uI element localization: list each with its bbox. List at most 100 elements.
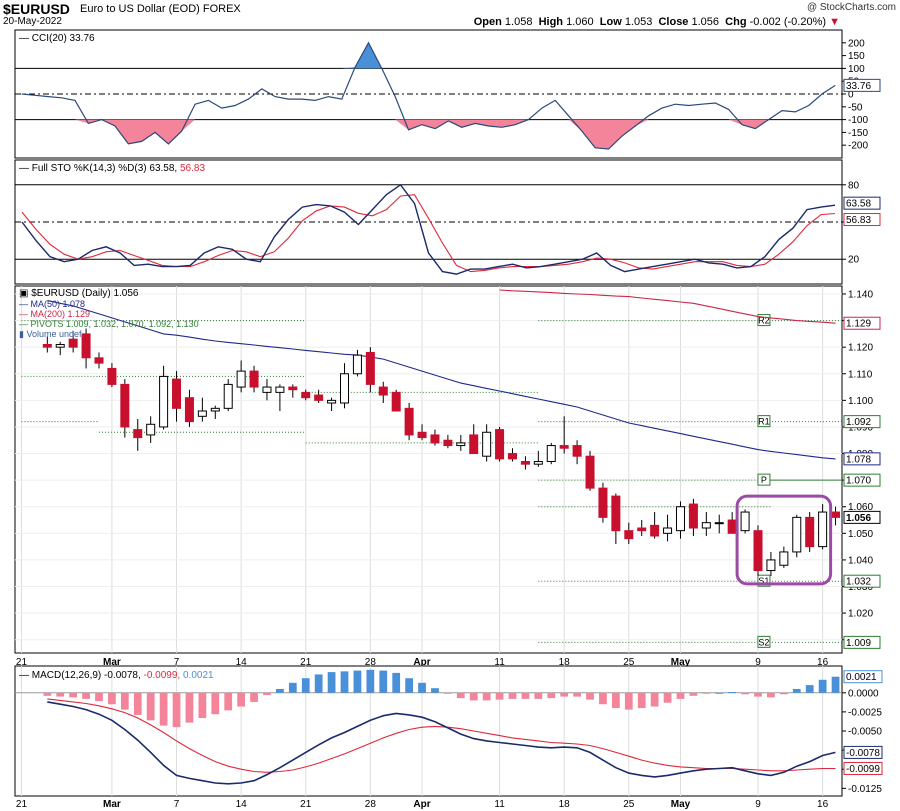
price-candle [637, 520, 647, 536]
macd-histogram-bar [108, 692, 116, 705]
candle-body [365, 351, 375, 385]
cci-tick-label: -200 [848, 141, 868, 152]
price-candle [275, 384, 285, 411]
candle-body [159, 375, 169, 428]
macd-x-axis-label: May [671, 799, 691, 810]
macd-histogram-bar [754, 692, 762, 697]
price-candle [766, 551, 776, 576]
candle-body [288, 386, 298, 391]
candle-body [275, 386, 285, 393]
candle-body [688, 503, 698, 529]
macd-value-label: -0.0099 [846, 764, 880, 775]
price-candle [701, 512, 711, 536]
price-candle [120, 379, 130, 438]
macd-histogram-bar [456, 692, 465, 699]
ma200-legend: — MA(200) 1.129 [19, 309, 90, 319]
x-axis-label: 7 [174, 657, 180, 668]
candle-body [42, 344, 52, 348]
macd-x-axis-label: 18 [559, 799, 571, 810]
price-candle [42, 336, 52, 353]
price-tick-label: 1.060 [848, 502, 873, 513]
macd-x-axis-label: 21 [16, 799, 28, 810]
macd-x-axis-label: Mar [103, 799, 121, 810]
x-axis-label: May [671, 657, 691, 668]
macd-histogram-bar [263, 692, 271, 696]
candle-body [507, 453, 517, 460]
price-value-label-box [843, 473, 881, 487]
price-candle [301, 389, 311, 401]
x-axis-label: 18 [559, 657, 571, 668]
candle-body [184, 397, 194, 423]
macd-histogram-bar [779, 692, 788, 695]
candle-body [792, 516, 802, 553]
price-candle [805, 512, 815, 552]
price-tick-label: 1.120 [848, 343, 873, 354]
price-candle [779, 546, 789, 568]
candle-body [559, 445, 569, 449]
symbol-description: Euro to US Dollar (EOD) FOREX [80, 3, 241, 15]
macd-histogram-bar [676, 692, 685, 699]
cci-tick-label: 0 [848, 90, 854, 101]
macd-histogram-bar [495, 692, 504, 700]
candle-body [340, 373, 350, 404]
price-value-label-box [843, 452, 881, 466]
macd-histogram-bar [146, 692, 155, 721]
pivots-legend: — PIVOTS 1.009, 1.032, 1.070, 1.092, 1.1… [19, 319, 199, 329]
macd-histogram-bar [715, 692, 724, 694]
price-value-label-box [843, 574, 881, 588]
macd-histogram-bar [353, 670, 362, 693]
candle-body [107, 367, 117, 385]
sto-k-value: 63.58 [846, 199, 871, 210]
price-candle [714, 514, 724, 534]
candle-body [598, 487, 608, 518]
candle-body [120, 383, 130, 428]
candle-body [378, 386, 388, 396]
price-candle [262, 379, 272, 401]
candle-body [314, 394, 324, 401]
price-candle [391, 389, 401, 412]
sto-tick-label: 80 [848, 180, 860, 191]
macd-histogram-bar [444, 692, 452, 694]
macd-histogram-bar [431, 688, 439, 693]
pivot-label-box [757, 635, 771, 648]
price-candle [55, 341, 65, 356]
macd-value-label: 0.0021 [846, 672, 877, 683]
price-candle [792, 514, 802, 558]
candle-body [546, 445, 556, 463]
x-axis-label: Mar [103, 657, 121, 668]
x-axis-label: 14 [236, 657, 248, 668]
candle-body [805, 516, 815, 548]
candle-body [430, 434, 440, 444]
macd-histogram-bar [728, 692, 737, 693]
price-candle [236, 360, 246, 393]
price-candle [314, 389, 324, 404]
macd-legend: — MACD(12,26,9) -0.0078, -0.0099, 0.0021 [19, 670, 214, 681]
macd-x-axis-label: 7 [174, 799, 180, 810]
ma200-line [499, 289, 836, 324]
candle-body [779, 551, 789, 566]
price-candle [443, 434, 453, 449]
price-candle [740, 509, 750, 534]
sto-d-value: 56.83 [846, 215, 871, 226]
cci-oversold-fill [21, 119, 836, 149]
macd-histogram-bar [818, 679, 827, 693]
macd-legend-value: 0.0021 [183, 670, 214, 681]
macd-histogram-bar [418, 682, 426, 693]
macd-histogram-bar [95, 692, 103, 702]
macd-histogram-bar [82, 692, 90, 699]
price-value-label: 1.032 [846, 577, 871, 588]
macd-histogram-bar [56, 692, 65, 697]
sto-d-value-box [843, 213, 881, 227]
pivot-label: S2 [758, 637, 769, 647]
sto-k-line [21, 183, 836, 275]
candle-body [197, 410, 207, 417]
price-candle [81, 328, 91, 369]
price-candle [624, 522, 634, 544]
macd-value-label-box [843, 761, 883, 775]
candle-body [417, 431, 427, 439]
macd-histogram-bar [624, 692, 633, 710]
candle-body [146, 423, 156, 436]
price-tick-label: 1.100 [848, 396, 873, 407]
price-candle [417, 424, 427, 441]
price-value-label: 1.129 [846, 319, 871, 330]
